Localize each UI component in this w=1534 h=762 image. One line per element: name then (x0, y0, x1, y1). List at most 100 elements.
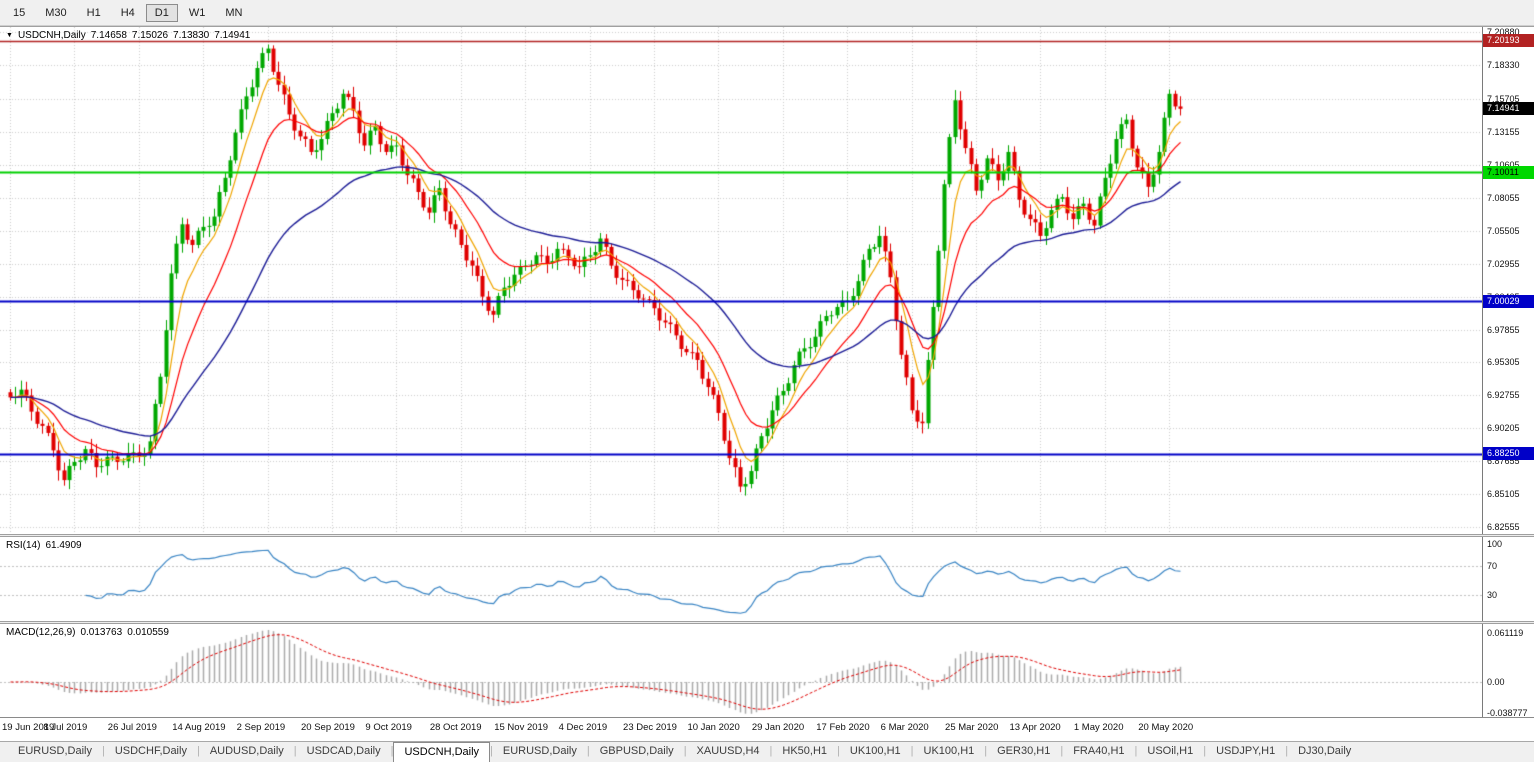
timeframe-button-w1[interactable]: W1 (180, 4, 215, 22)
macd-canvas[interactable] (0, 624, 1482, 717)
date-label: 25 Mar 2020 (945, 722, 999, 733)
macd-name: MACD(12,26,9) (6, 627, 76, 638)
rsi-tick-label: 30 (1487, 590, 1498, 601)
chart-tab-usdjpy-h1[interactable]: USDJPY,H1 (1216, 745, 1276, 757)
tab-separator: | (910, 745, 914, 757)
chart-tab-usoil-h1[interactable]: USOil,H1 (1147, 745, 1194, 757)
tab-separator: | (586, 745, 590, 757)
date-label: 15 Nov 2019 (494, 722, 549, 733)
timeframe-button-h1[interactable]: H1 (78, 4, 110, 22)
chart-tab-uk100-h1[interactable]: UK100,H1 (849, 745, 901, 757)
pane-splitter[interactable] (0, 621, 1534, 624)
price-tick-label: 6.82555 (1487, 522, 1520, 533)
high-value: 7.15026 (131, 30, 169, 41)
chart-tab-xauusd-h4[interactable]: XAUUSD,H4 (696, 745, 760, 757)
level-price-flag[interactable]: 7.20193 (1483, 34, 1534, 48)
level-price-flag[interactable]: 7.00029 (1483, 294, 1534, 308)
tab-separator: | (769, 745, 773, 757)
tab-separator: | (101, 745, 105, 757)
price-tick-label: 6.95305 (1487, 357, 1520, 368)
tab-separator: | (1060, 745, 1064, 757)
close-value: 7.14941 (214, 30, 251, 41)
timeframe-button-mn[interactable]: MN (216, 4, 251, 22)
rsi-tick-label: 70 (1487, 561, 1498, 572)
chart-tab-usdchf-daily[interactable]: USDCHF,Daily (114, 745, 187, 757)
timeframe-button-15[interactable]: 15 (4, 4, 34, 22)
chart-tab-ger30-h1[interactable]: GER30,H1 (997, 745, 1051, 757)
rsi-tick-label: 100 (1487, 539, 1503, 550)
rsi-value: 61.4909 (45, 540, 82, 551)
tab-separator: | (390, 745, 394, 757)
date-label: 14 Aug 2019 (172, 722, 226, 733)
level-price-flag[interactable]: 7.10011 (1483, 165, 1534, 179)
macd-axis: 0.061119 0.00 -0.038777 (1482, 624, 1534, 717)
price-tick-label: 7.10605 (1487, 159, 1520, 170)
chart-tab-audusd-daily[interactable]: AUDUSD,Daily (209, 745, 284, 757)
date-label: 20 Sep 2019 (301, 722, 355, 733)
timeframe-button-h4[interactable]: H4 (112, 4, 144, 22)
timeframe-toolbar: 15 M30 H1 H4 D1 W1 MN (0, 0, 1534, 26)
main-chart-pane: ▼ USDCNH,Daily 7.14658 7.15026 7.13830 7… (0, 27, 1534, 534)
chart-tab-fra40-h1[interactable]: FRA40,H1 (1073, 745, 1125, 757)
chart-title: ▼ USDCNH,Daily 7.14658 7.15026 7.13830 7… (6, 30, 250, 41)
date-label: 1 May 2020 (1073, 722, 1124, 733)
symbol-dropdown-icon[interactable]: ▼ (6, 32, 13, 39)
chart-tab-eurusd-daily[interactable]: EURUSD,Daily (502, 745, 577, 757)
price-tick-label: 6.97855 (1487, 324, 1520, 335)
level-price-flag[interactable]: 6.88250 (1483, 447, 1534, 461)
symbol-period-label: USDCNH,Daily (17, 30, 86, 41)
date-label: 28 Oct 2019 (429, 722, 482, 733)
rsi-axis: 100 70 30 (1482, 537, 1534, 621)
pane-splitter[interactable] (0, 534, 1534, 537)
timeframe-button-d1[interactable]: D1 (145, 3, 178, 22)
price-tick-label: 6.92755 (1487, 390, 1520, 401)
price-tick-label: 7.18330 (1487, 59, 1520, 70)
low-value: 7.13830 (173, 30, 210, 41)
date-label: 8 Jul 2019 (43, 722, 88, 733)
chart-tab-eurusd-daily[interactable]: EURUSD,Daily (18, 745, 92, 757)
date-label: 19 Jun 2019 (2, 722, 55, 733)
price-tick-label: 7.08055 (1487, 192, 1520, 203)
chart-tab-hk50-h1[interactable]: HK50,H1 (782, 745, 828, 757)
open-value: 7.14658 (90, 30, 127, 41)
rsi-canvas[interactable] (0, 537, 1482, 621)
price-chart-canvas[interactable] (0, 27, 1482, 534)
chart-tab-usdcad-daily[interactable]: USDCAD,Daily (306, 745, 381, 757)
tab-separator: | (490, 745, 493, 757)
price-tick-label: 7.15705 (1487, 93, 1520, 104)
tab-separator: | (1134, 745, 1138, 757)
date-label: 17 Feb 2020 (816, 722, 870, 733)
price-tick-label: 6.85105 (1487, 489, 1520, 500)
tab-separator: | (683, 745, 687, 757)
macd-tick-label: -0.038777 (1487, 708, 1528, 717)
price-tick-label: 7.05505 (1487, 225, 1520, 236)
tab-separator: | (837, 745, 840, 757)
tab-separator: | (1203, 745, 1207, 757)
rsi-name: RSI(14) (6, 540, 41, 551)
price-tick-label: 7.02955 (1487, 258, 1520, 269)
tab-separator: | (1285, 745, 1289, 757)
timeframe-button-m30[interactable]: M30 (36, 4, 75, 22)
date-label: 4 Dec 2019 (558, 722, 608, 733)
date-axis[interactable]: 19 Jun 2019 8 Jul 2019 26 Jul 2019 14 Aug 2… (0, 717, 1534, 741)
date-label: 6 Mar 2020 (880, 722, 929, 733)
date-label: 26 Jul 2019 (107, 722, 157, 733)
chart-tab-uk100-h1[interactable]: UK100,H1 (923, 745, 975, 757)
date-label: 2 Sep 2019 (236, 722, 286, 733)
rsi-pane: RSI(14) 61.4909 100 70 30 (0, 537, 1534, 621)
price-tick-label: 6.87655 (1487, 456, 1520, 467)
rsi-label: RSI(14) 61.4909 (6, 540, 82, 551)
chart-tab-usdcnh-daily[interactable]: USDCNH,Daily (393, 742, 491, 762)
price-tick-label: 7.20880 (1487, 27, 1520, 38)
tab-separator: | (293, 745, 297, 757)
macd-pane: MACD(12,26,9) 0.013763 0.010559 0.061119… (0, 624, 1534, 717)
date-label: 20 May 2020 (1138, 722, 1194, 733)
macd-tick-label: 0.061119 (1487, 627, 1524, 638)
tab-separator: | (984, 745, 988, 757)
date-label: 23 Dec 2019 (623, 722, 677, 733)
price-axis[interactable]: 7.20880 7.18330 7.15705 7.13155 7.10605 7.080… (1482, 27, 1534, 534)
macd-value-main: 0.013763 (80, 627, 123, 638)
chart-tab-gbpusd-daily[interactable]: GBPUSD,Daily (599, 745, 674, 757)
chart-tab-dj30-daily[interactable]: DJ30,Daily (1298, 745, 1352, 757)
